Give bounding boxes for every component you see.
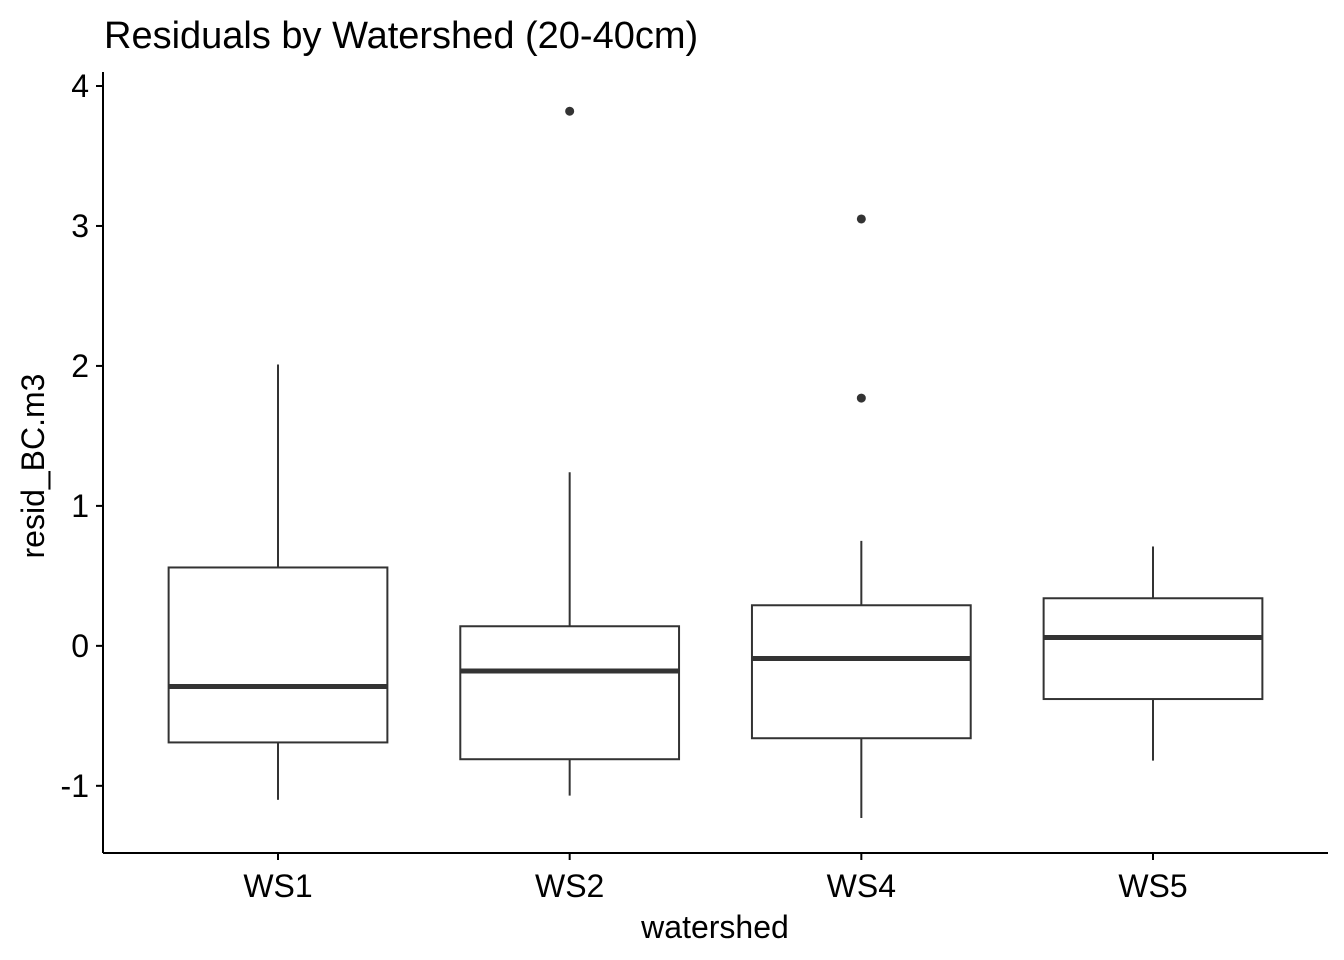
x-tick-label: WS4 [827, 868, 896, 904]
y-tick-label: 0 [71, 628, 89, 664]
y-tick-label: 2 [71, 348, 89, 384]
plot-area [167, 106, 1264, 819]
chart-title: Residuals by Watershed (20-40cm) [104, 15, 698, 57]
box-ws1 [167, 364, 389, 800]
outlier-point [856, 214, 866, 224]
x-axis: WS1 WS2 WS4 WS5 [103, 852, 1328, 904]
y-tick-label: 1 [71, 488, 89, 524]
x-tick-label: WS5 [1118, 868, 1187, 904]
y-axis-title: resid_BC.m3 [15, 374, 51, 559]
box-body [459, 625, 681, 761]
x-axis-title: watershed [640, 909, 789, 945]
x-tick-label: WS1 [243, 868, 312, 904]
box-body [1042, 597, 1264, 701]
box-ws2 [459, 106, 681, 796]
y-tick-label: 3 [71, 208, 89, 244]
box-ws4 [750, 214, 972, 819]
outlier-point [565, 106, 575, 116]
y-axis: -1 0 1 2 3 4 [61, 68, 104, 853]
box-ws5 [1042, 546, 1264, 761]
box-body [750, 604, 972, 740]
y-tick-label: -1 [61, 768, 89, 804]
y-tick-label: 4 [71, 68, 89, 104]
x-tick-label: WS2 [535, 868, 604, 904]
box-body [167, 566, 389, 744]
outlier-point [856, 393, 866, 403]
